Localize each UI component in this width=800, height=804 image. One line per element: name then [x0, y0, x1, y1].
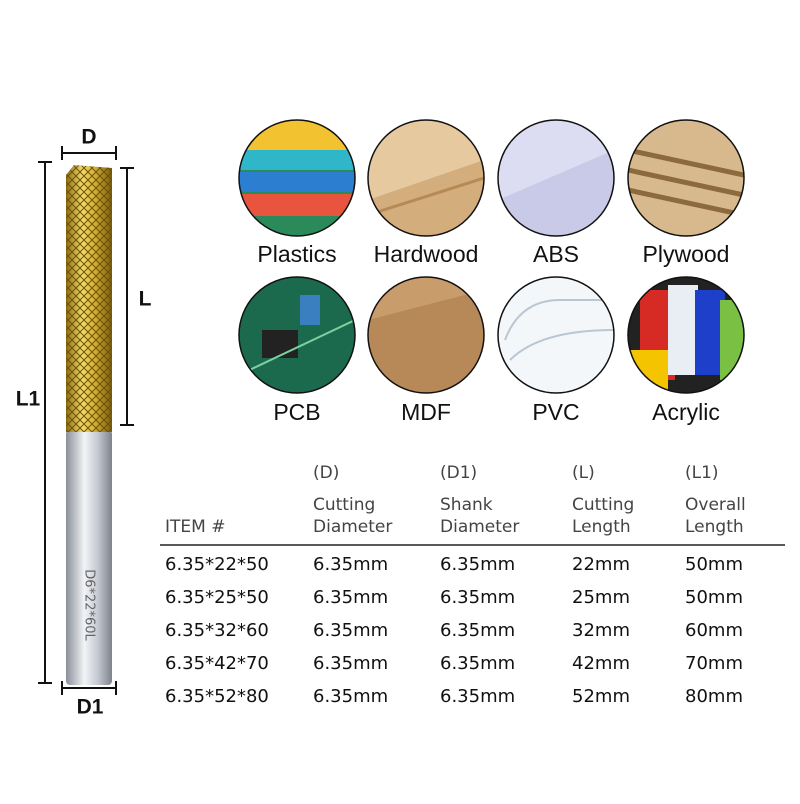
material-label: Plywood	[643, 241, 730, 267]
label-l1: L1	[16, 388, 41, 411]
table-cell: 80mm	[685, 686, 743, 707]
engraving: D6*22*60L	[82, 569, 97, 641]
table-cell: 6.35mm	[313, 587, 388, 608]
column-header: Length	[685, 517, 744, 537]
table-cell: 6.35*52*80	[165, 686, 269, 707]
column-header: Cutting	[572, 495, 634, 515]
material-label: ABS	[533, 241, 579, 267]
label-d1: D1	[77, 696, 104, 719]
table-cell: 6.35*32*60	[165, 620, 269, 641]
material-label: PCB	[273, 399, 320, 425]
table-cell: 42mm	[572, 653, 630, 674]
table-cell: 25mm	[572, 587, 630, 608]
material-label: Hardwood	[374, 241, 479, 267]
table-cell: 6.35*42*70	[165, 653, 269, 674]
column-header: Shank	[440, 495, 493, 515]
column-header: Diameter	[313, 517, 392, 537]
column-code: (D)	[313, 463, 339, 483]
dimension-lines	[38, 146, 134, 695]
table-cell: 6.35mm	[440, 587, 515, 608]
table-cell: 52mm	[572, 686, 630, 707]
table-cell: 6.35mm	[440, 620, 515, 641]
table-cell: 6.35mm	[313, 554, 388, 575]
table-cell: 6.35mm	[313, 653, 388, 674]
column-header: ITEM #	[165, 517, 225, 537]
label-l: L	[139, 288, 152, 311]
table-cell: 6.35mm	[440, 554, 515, 575]
column-header: Cutting	[313, 495, 375, 515]
router-bit: D6*22*60L	[66, 165, 112, 685]
column-code: (D1)	[440, 463, 477, 483]
table-cell: 6.35mm	[313, 620, 388, 641]
table-cell: 6.35mm	[440, 653, 515, 674]
table-cell: 60mm	[685, 620, 743, 641]
table-cell: 6.35*25*50	[165, 587, 269, 608]
table-cell: 50mm	[685, 587, 743, 608]
column-header: Overall	[685, 495, 746, 515]
column-code: (L)	[572, 463, 595, 483]
label-d: D	[81, 126, 96, 149]
column-code: (L1)	[685, 463, 719, 483]
material-images	[238, 119, 745, 394]
table-cell: 6.35*22*50	[165, 554, 269, 575]
material-label: MDF	[401, 399, 451, 425]
material-label: Acrylic	[652, 399, 720, 425]
column-header: Length	[572, 517, 631, 537]
table-cell: 70mm	[685, 653, 743, 674]
column-header: Diameter	[440, 517, 519, 537]
table-cell: 6.35mm	[440, 686, 515, 707]
table-cell: 50mm	[685, 554, 743, 575]
table-cell: 32mm	[572, 620, 630, 641]
material-label: PVC	[532, 399, 579, 425]
table-cell: 6.35mm	[313, 686, 388, 707]
material-label: Plastics	[257, 241, 336, 267]
table-cell: 22mm	[572, 554, 630, 575]
